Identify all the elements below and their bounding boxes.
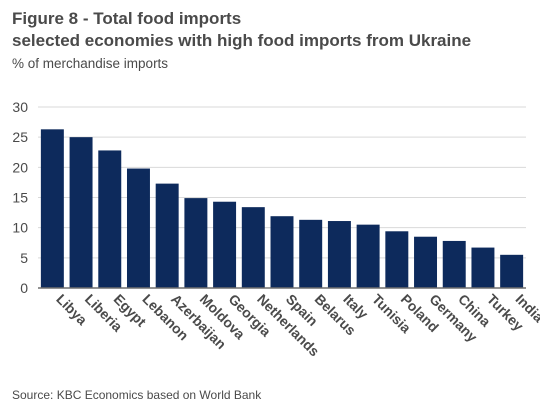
bar (414, 236, 438, 288)
y-tick-label: 0 (20, 280, 28, 296)
y-axis-tick-labels: 0 5 10 15 20 25 30 (12, 99, 28, 296)
y-tick-label: 5 (20, 250, 28, 266)
source-note: Source: KBC Economics based on World Ban… (12, 388, 262, 402)
bar (270, 216, 294, 288)
chart-title-line-1: Figure 8 - Total food imports (12, 9, 242, 28)
chart-title: Figure 8 - Total food imports selected e… (12, 8, 471, 52)
chart-title-line-2: selected economies with high food import… (12, 31, 472, 50)
bar (155, 183, 179, 288)
bar (442, 240, 466, 288)
bar (241, 207, 265, 288)
x-tick-label: Libya (53, 291, 90, 328)
y-tick-label: 20 (12, 159, 28, 175)
y-tick-label: 30 (12, 99, 28, 115)
bar (69, 137, 93, 288)
y-tick-label: 25 (12, 129, 28, 145)
bar (471, 247, 495, 288)
bar (213, 201, 237, 288)
bar (126, 168, 150, 288)
chart-subtitle: % of merchandise imports (12, 56, 169, 71)
bar (40, 129, 64, 288)
y-tick-label: 10 (12, 220, 28, 236)
bar (184, 198, 208, 288)
bar (385, 231, 409, 288)
bar (500, 254, 524, 288)
y-tick-label: 15 (12, 190, 28, 206)
bar (98, 150, 122, 288)
bar (299, 219, 323, 288)
x-axis-tick-labels: LibyaLiberiaEgyptLebanonAzerbaijanMoldov… (53, 291, 540, 360)
bar (327, 221, 351, 288)
bar (356, 224, 380, 288)
bars (40, 129, 524, 288)
